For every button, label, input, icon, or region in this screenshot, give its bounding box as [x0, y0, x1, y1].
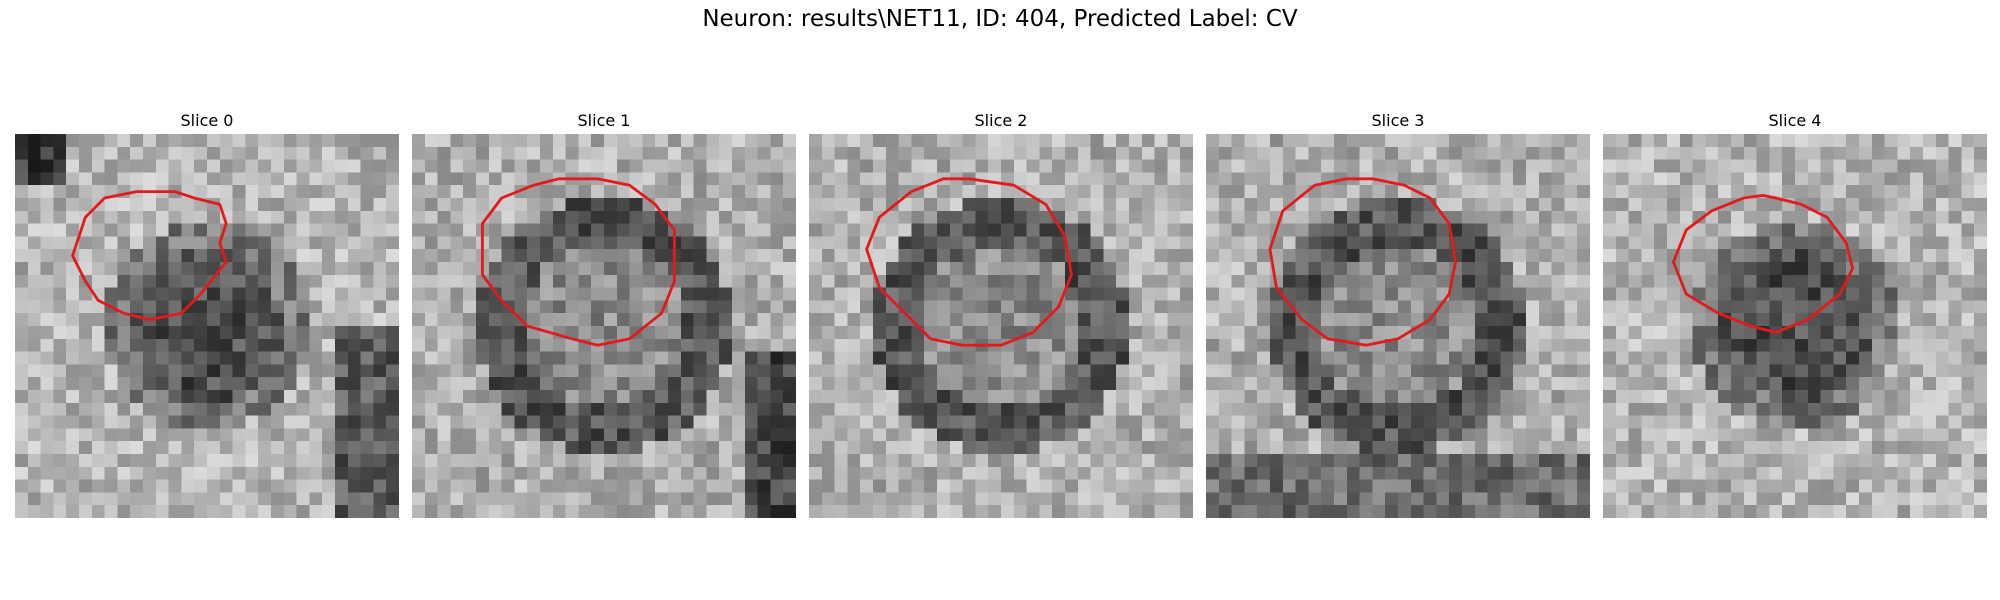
slice-overlay [865, 177, 1073, 347]
roi-contour [1671, 194, 1855, 334]
slice-overlay [1671, 194, 1855, 334]
slice-image [15, 134, 399, 518]
roi-contour [71, 190, 228, 322]
figure-title: Neuron: results\NET11, ID: 404, Predicte… [702, 6, 1298, 32]
slice-title: Slice 3 [1371, 111, 1425, 130]
slice-panel-4: Slice 4 [1603, 108, 1987, 518]
slice-overlay [480, 177, 676, 347]
slice-panel-2: Slice 2 [809, 108, 1193, 518]
slice-image [809, 134, 1193, 518]
slice-title: Slice 2 [974, 111, 1028, 130]
slice-overlay [1268, 177, 1458, 347]
roi-contour [1268, 177, 1458, 347]
slice-overlay [71, 190, 228, 322]
slice-image [412, 134, 796, 518]
slice-title: Slice 4 [1768, 111, 1822, 130]
slice-panel-3: Slice 3 [1206, 108, 1590, 518]
slice-panel-1: Slice 1 [412, 108, 796, 518]
slice-image [1206, 134, 1590, 518]
roi-contour [480, 177, 676, 347]
slice-title: Slice 1 [577, 111, 631, 130]
slice-title: Slice 0 [180, 111, 234, 130]
slice-panel-0: Slice 0 [15, 108, 399, 518]
roi-contour [865, 177, 1073, 347]
